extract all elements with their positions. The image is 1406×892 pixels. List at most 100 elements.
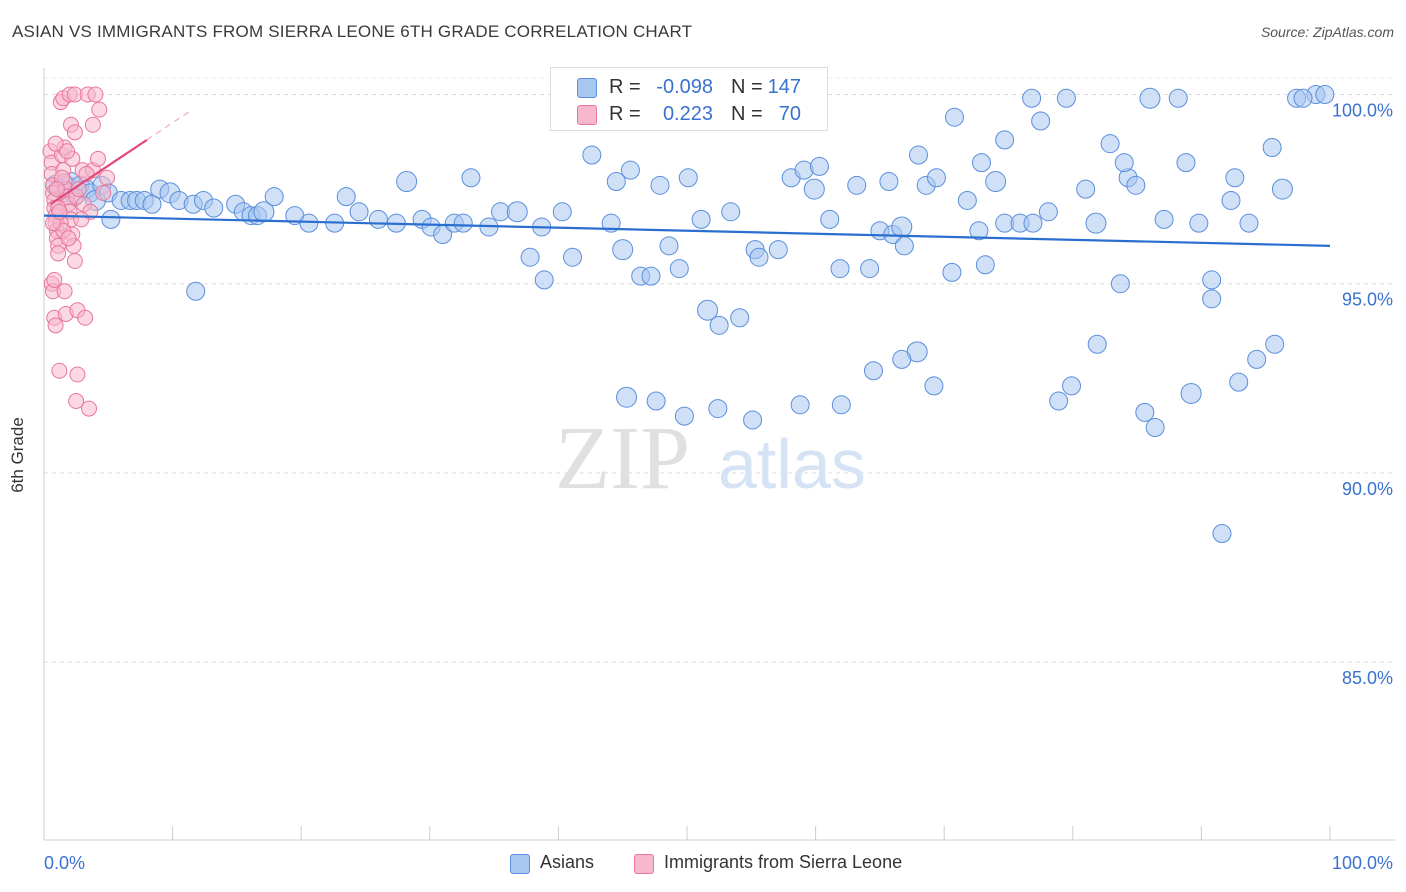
- asians-point: [1315, 84, 1335, 104]
- asians-point: [709, 315, 729, 335]
- sierra-leone-point: [91, 101, 108, 118]
- watermark-zip: ZIP: [555, 409, 690, 508]
- x-tick-label: 100.0%: [1332, 853, 1393, 873]
- sierra-leone-point: [47, 317, 64, 334]
- asians-point: [646, 391, 666, 411]
- sierra-leone-point: [90, 150, 107, 167]
- asians-point: [1126, 175, 1146, 195]
- sierra-leone-point: [95, 184, 112, 201]
- asians-point: [1100, 134, 1120, 154]
- asians-point: [892, 349, 912, 369]
- asians-point: [1221, 190, 1241, 210]
- asians-point: [730, 308, 750, 328]
- asians-point: [891, 216, 913, 238]
- asians-point: [1038, 202, 1058, 222]
- asians-point: [349, 202, 369, 222]
- asians-point: [879, 172, 899, 192]
- asians-point: [985, 171, 1007, 193]
- asians-point: [942, 262, 962, 282]
- source-credit: Source: ZipAtlas.com: [1260, 24, 1394, 40]
- asians-point: [1110, 274, 1130, 294]
- asians-point: [708, 399, 728, 419]
- chart-title: ASIAN VS IMMIGRANTS FROM SIERRA LEONE 6T…: [12, 22, 693, 41]
- asians-point: [1085, 212, 1107, 234]
- asians-point: [924, 376, 944, 396]
- sierra-leone-point: [60, 230, 77, 247]
- legend-n-label: N =: [731, 76, 763, 98]
- legend-swatch-asians: [577, 78, 597, 98]
- asians-point: [926, 168, 946, 188]
- legend-swatch-asians: [510, 854, 530, 874]
- asians-point: [969, 221, 989, 241]
- sierra-leone-point: [56, 283, 73, 300]
- asians-point: [641, 266, 661, 286]
- asians-point: [520, 247, 540, 267]
- asians-point: [995, 130, 1015, 150]
- asians-point: [971, 153, 991, 173]
- asians-point: [1271, 178, 1293, 200]
- sierra-leone-point: [69, 366, 86, 383]
- watermark-atlas: atlas: [718, 425, 866, 503]
- asians-point: [453, 213, 473, 233]
- asians-point: [336, 187, 356, 207]
- asians-point: [957, 190, 977, 210]
- asians-point: [534, 270, 554, 290]
- asians-point: [606, 172, 626, 192]
- legend-swatch-sierra-leone: [634, 854, 654, 874]
- legend-r-label: R =: [609, 103, 641, 125]
- asians-point: [863, 361, 883, 381]
- asians-point: [820, 209, 840, 229]
- asians-point: [669, 259, 689, 279]
- asians-point: [650, 175, 670, 195]
- watermark: ZIP atlas: [555, 409, 866, 508]
- asians-point: [1247, 349, 1267, 369]
- asians-point: [1176, 153, 1196, 173]
- asians-point: [860, 259, 880, 279]
- sierra-leone-point: [48, 181, 65, 198]
- sierra-leone-point: [68, 393, 85, 410]
- asians-point: [1262, 137, 1282, 157]
- series-sierra-leone: [42, 86, 116, 417]
- sierra-leone-point: [73, 211, 90, 228]
- asians-point: [1031, 111, 1051, 131]
- asians-point: [1145, 418, 1165, 438]
- asians-point: [743, 410, 763, 430]
- asians-point: [1293, 88, 1313, 108]
- asians-point: [620, 160, 640, 180]
- y-axis-label: 6th Grade: [8, 417, 27, 493]
- y-tick-label: 100.0%: [1332, 100, 1393, 120]
- asians-point: [697, 299, 719, 321]
- asians-point: [101, 209, 121, 229]
- asians-point: [678, 168, 698, 188]
- asians-point: [1202, 289, 1222, 309]
- legend-row-sierra-leone: R = 0.223 N = 70: [551, 101, 827, 129]
- asians-point: [552, 202, 572, 222]
- asians-point: [1202, 270, 1222, 290]
- asians-point: [563, 247, 583, 267]
- asians-point: [830, 259, 850, 279]
- asians-point: [601, 213, 621, 233]
- legend-row-asians: R = -0.098 N = 147: [551, 74, 827, 102]
- asians-point: [721, 202, 741, 222]
- asians-point: [299, 213, 319, 233]
- asians-point: [674, 406, 694, 426]
- legend-label-asians: Asians: [540, 852, 595, 872]
- sierra-leone-point: [87, 86, 104, 103]
- trend-lines: [43, 109, 1331, 247]
- asians-point: [749, 247, 769, 267]
- asians-point: [691, 209, 711, 229]
- sierra-leone-point: [84, 116, 101, 133]
- asians-point: [1022, 88, 1042, 108]
- asians-point: [1114, 153, 1134, 173]
- sierra-leone-point: [47, 135, 64, 152]
- legend-n-value-asians: 147: [767, 76, 801, 98]
- asians-point: [1168, 88, 1188, 108]
- asians-point: [582, 145, 602, 165]
- legend-n-value-sierra-leone: 70: [778, 103, 801, 125]
- x-tick-label: 0.0%: [44, 853, 85, 873]
- asians-point: [847, 175, 867, 195]
- axes: [43, 68, 1395, 841]
- asians-point: [186, 281, 206, 301]
- sierra-leone-point: [46, 271, 63, 288]
